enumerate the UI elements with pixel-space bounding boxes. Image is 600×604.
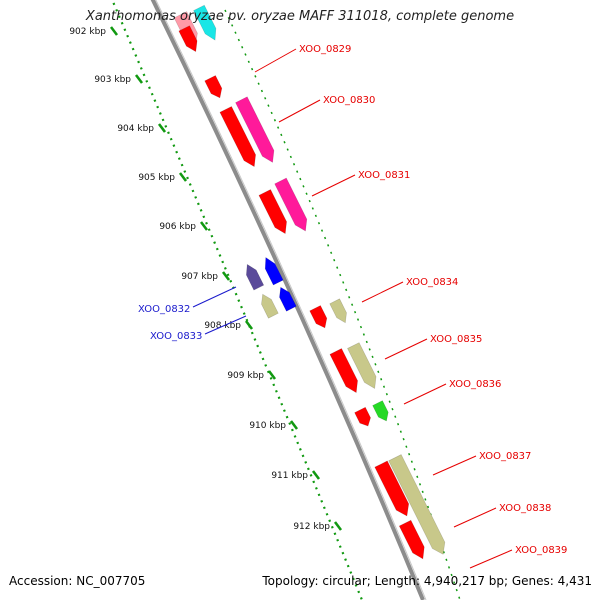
kbp-tick-label: 902 kbp	[69, 27, 106, 37]
gene-leader-line	[469, 549, 513, 569]
accession-label: Accession: NC_007705	[9, 574, 146, 588]
gene-arrow	[193, 4, 217, 41]
gene-arrow	[354, 406, 371, 427]
gene-arrow	[279, 286, 297, 312]
kbp-tick-mark	[199, 221, 209, 231]
kbp-tick-label: 905 kbp	[138, 173, 175, 183]
gene-arrow	[261, 293, 279, 319]
gene-arrow	[309, 305, 328, 329]
kbp-tick-mark	[221, 271, 231, 281]
gene-arrow	[347, 342, 377, 389]
kbp-tick-mark	[311, 470, 321, 480]
kbp-tick-mark	[134, 74, 144, 84]
kbp-tick-mark	[157, 123, 167, 133]
gene-arrow	[329, 298, 347, 324]
gene-arrow	[235, 96, 275, 163]
gene-label: XOO_0830	[323, 95, 375, 106]
kbp-tick-track	[111, 0, 364, 601]
kbp-tick-mark	[178, 172, 188, 182]
gene-arrow	[274, 177, 308, 232]
kbp-tick-label: 911 kbp	[271, 471, 308, 481]
gene-leader-line	[403, 383, 447, 405]
map-title: Xanthomonas oryzae pv. oryzae MAFF 31101…	[85, 9, 515, 24]
kbp-tick-label: 910 kbp	[249, 421, 286, 431]
gene-label: XOO_0834	[406, 277, 458, 288]
gene-label: XOO_0833	[150, 331, 202, 342]
topology-label: Topology: circular; Length: 4,940,217 bp…	[262, 574, 592, 588]
gene-leader-line	[254, 48, 297, 73]
gene-arrow	[398, 519, 425, 560]
kbp-tick-label: 909 kbp	[227, 371, 264, 381]
gene-arrow	[388, 454, 446, 555]
kbp-tick-label: 907 kbp	[181, 272, 218, 282]
gene-arrow	[329, 348, 358, 394]
kbp-tick-mark	[333, 521, 343, 531]
gene-label: XOO_0831	[358, 170, 410, 181]
gene-leader-line	[192, 286, 237, 308]
gene-label: XOO_0839	[515, 545, 567, 556]
gene-label: XOO_0829	[299, 44, 351, 55]
gene-arrow	[264, 256, 284, 286]
genome-backbone	[150, 0, 425, 601]
kbp-tick-mark	[244, 320, 254, 330]
gene-leader-line	[204, 315, 247, 335]
gene-label: XOO_0832	[138, 304, 190, 315]
kbp-tick-label: 904 kbp	[117, 124, 154, 134]
gene-label: XOO_0837	[479, 451, 531, 462]
kbp-tick-label: 903 kbp	[94, 75, 131, 85]
kbp-tick-label: 912 kbp	[293, 522, 330, 532]
gene-arrow	[219, 106, 256, 168]
gene-label: XOO_0836	[449, 379, 501, 390]
gene-arrow	[204, 75, 223, 99]
genome-backbone-shadow	[155, 0, 427, 601]
gene-arrow	[372, 400, 389, 422]
gene-leader-line	[311, 174, 356, 197]
gene-leader-line	[361, 281, 404, 303]
gene-arrow	[374, 460, 410, 517]
gene-leader-line	[453, 507, 497, 528]
gene-label: XOO_0838	[499, 503, 551, 514]
gene-arrow	[258, 189, 287, 235]
kbp-tick-mark	[109, 26, 119, 36]
gene-arrow	[246, 263, 265, 291]
kbp-tick-label: 906 kbp	[159, 222, 196, 232]
gene-arrow	[178, 25, 198, 53]
kbp-tick-mark	[289, 420, 299, 430]
gene-label: XOO_0835	[430, 334, 482, 345]
gene-leader-line	[278, 99, 321, 123]
kbp-tick-mark	[267, 370, 277, 380]
gene-leader-line	[432, 455, 477, 476]
gene-leader-line	[384, 338, 428, 360]
